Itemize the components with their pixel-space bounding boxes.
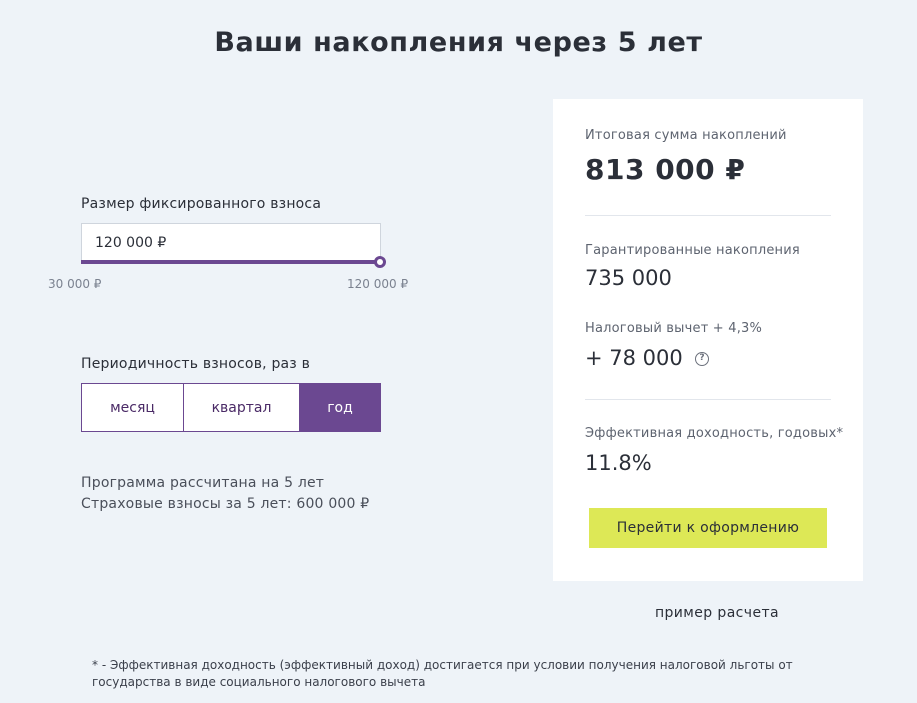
proceed-button[interactable]: Перейти к оформлению (589, 508, 827, 548)
contribution-input[interactable] (81, 223, 381, 261)
slider-fill (81, 260, 381, 264)
page-title: Ваши накопления через 5 лет (214, 27, 703, 58)
insurance-contributions-text: Страховые взносы за 5 лет: 600 000 ₽ (81, 496, 370, 512)
period-option-year[interactable]: год (300, 384, 380, 431)
contribution-slider[interactable] (81, 256, 386, 268)
divider (585, 215, 831, 216)
periodicity-label: Периодичность взносов, раз в (81, 356, 311, 372)
effective-yield-value: 11.8% (585, 451, 652, 475)
slider-max-label: 120 000 ₽ (347, 277, 409, 291)
periodicity-selector: месяц квартал год (81, 383, 381, 432)
result-card: Итоговая сумма накоплений 813 000 ₽ Гара… (553, 99, 863, 581)
period-option-month[interactable]: месяц (82, 384, 184, 431)
tax-deduction-label: Налоговый вычет + 4,3% (585, 321, 763, 336)
slider-min-label: 30 000 ₽ (48, 277, 102, 291)
slider-handle[interactable] (374, 256, 386, 268)
example-calculation-link[interactable]: пример расчета (654, 605, 780, 621)
calculator-controls: Размер фиксированного взноса 30 000 ₽ 12… (48, 0, 428, 703)
tax-deduction-value: + 78 000 (585, 346, 683, 370)
total-savings-value: 813 000 ₽ (585, 153, 746, 186)
guaranteed-savings-label: Гарантированные накопления (585, 243, 800, 258)
period-option-quarter[interactable]: квартал (184, 384, 300, 431)
guaranteed-savings-value: 735 000 (585, 266, 672, 290)
divider (585, 399, 831, 400)
program-duration-text: Программа рассчитана на 5 лет (81, 475, 325, 491)
question-circle-icon[interactable]: ? (695, 352, 709, 366)
effective-yield-label: Эффективная доходность, годовых* (585, 426, 844, 441)
footnote: * - Эффективная доходность (эффективный … (92, 658, 793, 689)
total-savings-label: Итоговая сумма накоплений (585, 128, 787, 143)
contribution-label: Размер фиксированного взноса (81, 196, 322, 212)
